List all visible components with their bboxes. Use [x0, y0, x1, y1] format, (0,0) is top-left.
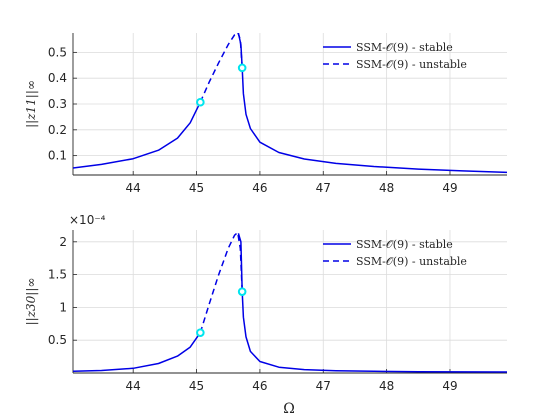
x-tick-label: 48 — [379, 181, 394, 195]
x-tick-label: 44 — [126, 379, 141, 393]
x-tick-label: 49 — [442, 181, 457, 195]
x-tick-label: 48 — [379, 379, 394, 393]
bifurcation-marker — [196, 328, 205, 337]
x-tick-label: 49 — [442, 379, 457, 393]
y-tick-label: 0.4 — [48, 71, 67, 85]
x-tick-label: 46 — [252, 181, 267, 195]
y-tick-label: 0.5 — [48, 45, 67, 59]
bifurcation-marker — [196, 97, 205, 107]
unstable-branch-line — [199, 33, 243, 103]
x-axis-label: Ω — [283, 401, 295, 417]
y-tick-label: 0.2 — [48, 123, 67, 137]
y-axis-label: ||z11||∞ — [24, 80, 38, 128]
bifurcation-marker — [237, 63, 247, 73]
legend-entry: SSM-𝒪(9) - unstable — [356, 58, 467, 71]
y-tick-label: 1 — [59, 300, 67, 314]
y-exponent-label: ×10⁻⁴ — [69, 213, 106, 227]
x-tick-label: 45 — [189, 379, 204, 393]
y-tick-label: 0.1 — [48, 149, 67, 163]
legend-entry: SSM-𝒪(9) - stable — [356, 238, 453, 251]
unstable-branch-line — [199, 231, 243, 333]
x-tick-label: 45 — [189, 181, 204, 195]
stable-branch-line — [73, 101, 201, 169]
bifurcation-marker — [237, 287, 247, 296]
y-tick-label: 0.3 — [48, 97, 67, 111]
x-tick-label: 46 — [252, 379, 267, 393]
y-tick-label: 1.5 — [48, 268, 67, 282]
plot-area — [73, 230, 507, 373]
stable-branch-line — [237, 33, 507, 174]
legend-entry: SSM-𝒪(9) - stable — [356, 41, 453, 54]
chart-1: 44 45 46 47 48 49 0.1 0.2 0.3 0.4 0.5 ||z11||∞ SSM-𝒪… — [24, 33, 507, 195]
x-tick-label: 44 — [126, 181, 141, 195]
x-tick-label: 47 — [316, 379, 331, 393]
legend-entry: SSM-𝒪(9) - unstable — [356, 255, 467, 268]
stable-branch-line — [73, 332, 201, 372]
y-tick-label: 2 — [59, 235, 67, 249]
x-tick-label: 47 — [316, 181, 331, 195]
y-axis-label: ||z30||∞ — [24, 278, 38, 326]
chart-2: 44 45 46 47 48 49 0.5 1 1.5 2×10⁻⁴ ||z30||∞ SSM-𝒪(9… — [24, 213, 507, 393]
y-tick-label: 0.5 — [48, 333, 67, 347]
